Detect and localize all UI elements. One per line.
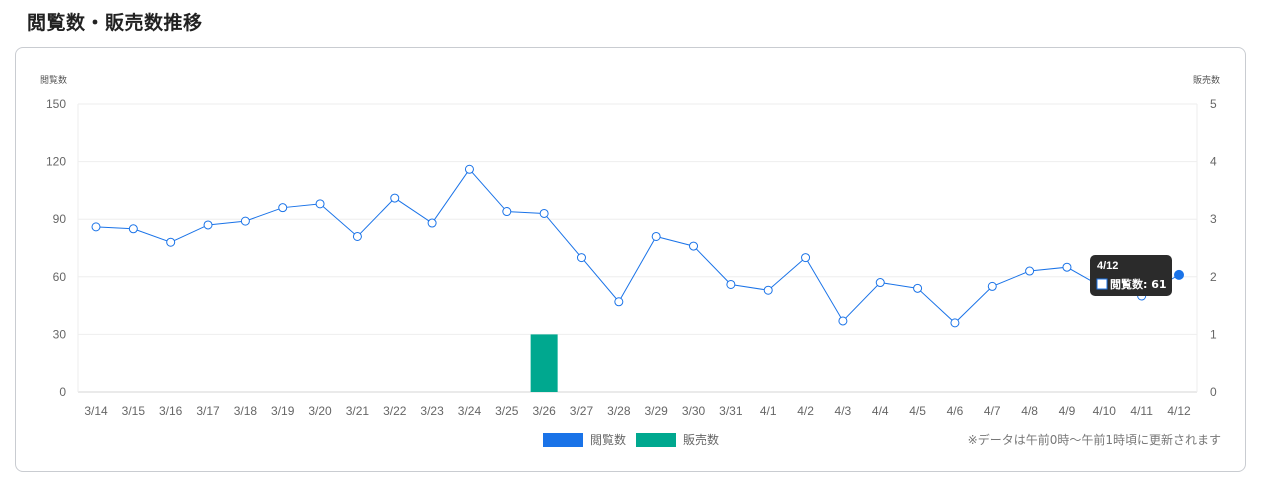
x-tick-label: 3/21 [346,404,370,418]
legend-swatch-sales [636,433,676,447]
legend-label-views: 閲覧数 [590,432,626,447]
x-tick-label: 4/6 [947,404,964,418]
tooltip-label: 閲覧数: 61 [1110,277,1167,291]
x-tick-label: 3/17 [196,404,220,418]
views-point[interactable] [913,283,923,293]
views-point[interactable] [875,278,885,288]
views-point[interactable] [987,281,997,291]
legend-swatch-views [543,433,583,447]
views-point[interactable] [726,279,736,289]
x-tick-label: 3/27 [570,404,594,418]
views-point[interactable] [390,193,400,203]
views-line [91,164,1184,328]
y-right-tick-label: 1 [1210,327,1217,341]
tooltip: 4/12 閲覧数: 61 [1090,255,1172,296]
x-tick-label: 3/15 [122,404,146,418]
views-point[interactable] [352,231,362,241]
x-tick-label: 3/30 [682,404,706,418]
views-point[interactable] [1062,262,1072,272]
y-axis-left-title: 閲覧数 [40,74,67,86]
views-point[interactable] [763,285,773,295]
x-tick-label: 3/28 [607,404,631,418]
views-point[interactable] [502,207,512,217]
views-point[interactable] [1025,266,1035,276]
x-tick-label: 4/1 [760,404,777,418]
views-point[interactable] [166,237,176,247]
views-point[interactable] [838,316,848,326]
views-point[interactable] [950,318,960,328]
x-tick-label: 3/20 [308,404,332,418]
page-title: 閲覧数・販売数推移 [27,12,203,34]
y-left-tick-label: 60 [53,270,67,284]
tooltip-swatch [1096,278,1108,290]
y-left-tick-label: 150 [46,97,66,111]
legend: 閲覧数 販売数 [543,432,719,447]
x-tick-label: 4/12 [1167,404,1191,418]
x-tick-label: 4/10 [1093,404,1117,418]
views-point[interactable] [651,231,661,241]
views-point[interactable] [801,253,811,263]
x-tick-label: 4/4 [872,404,889,418]
views-point[interactable] [128,224,138,234]
x-tick-label: 3/31 [719,404,743,418]
legend-label-sales: 販売数 [683,432,719,447]
y-right-tick-label: 2 [1210,270,1217,284]
y-right-tick-label: 5 [1210,97,1217,111]
x-tick-label: 4/8 [1021,404,1038,418]
x-tick-label: 3/26 [532,404,556,418]
grid-lines [77,103,1198,393]
update-note: ※データは午前0時〜午前1時頃に更新されます [968,432,1221,447]
tooltip-title: 4/12 [1097,260,1118,272]
x-tick-label: 3/29 [644,404,668,418]
views-point[interactable] [576,253,586,263]
y-axis-left: 150 120 90 60 30 0 [46,97,66,399]
legend-item-sales[interactable]: 販売数 [636,432,719,447]
x-tick-label: 4/2 [797,404,814,418]
y-left-tick-label: 120 [46,155,66,169]
views-line-path [95,168,1180,324]
views-point[interactable] [203,220,213,230]
x-tick-label: 4/3 [835,404,852,418]
x-tick-label: 3/22 [383,404,407,418]
x-tick-label: 4/11 [1130,404,1153,418]
x-axis: 3/14 3/15 3/16 3/17 3/18 3/19 3/20 3/21 3/22 3/23… [84,404,1191,418]
sales-bars [530,334,558,392]
tooltip-background [1090,255,1172,296]
x-tick-label: 3/19 [271,404,295,418]
views-point[interactable] [91,222,101,232]
legend-item-views[interactable]: 閲覧数 [543,432,626,447]
views-point[interactable] [464,164,474,174]
y-left-tick-label: 30 [53,327,67,341]
views-point[interactable] [427,218,437,228]
x-tick-label: 3/16 [159,404,183,418]
x-tick-label: 4/5 [909,404,926,418]
views-point[interactable] [614,297,624,307]
views-point[interactable] [1174,269,1184,280]
x-tick-label: 3/18 [234,404,258,418]
x-tick-label: 4/9 [1059,404,1076,418]
y-right-tick-label: 0 [1210,385,1217,399]
views-point[interactable] [315,199,325,209]
y-axis-right-title: 販売数 [1193,74,1220,86]
sales-bar [530,334,558,392]
x-tick-label: 3/14 [84,404,108,418]
x-tick-label: 4/7 [984,404,1001,418]
views-point[interactable] [278,203,288,213]
y-axis-right: 5 4 3 2 1 0 [1210,97,1217,399]
chart-card [15,47,1246,472]
y-right-tick-label: 4 [1210,155,1217,169]
y-right-tick-label: 3 [1210,212,1217,226]
y-left-tick-label: 90 [53,212,67,226]
views-point[interactable] [240,216,250,226]
x-tick-label: 3/24 [458,404,482,418]
views-point[interactable] [539,208,549,218]
x-tick-label: 3/25 [495,404,519,418]
y-left-tick-label: 0 [59,385,66,399]
x-tick-label: 3/23 [420,404,444,418]
views-point[interactable] [689,241,699,251]
